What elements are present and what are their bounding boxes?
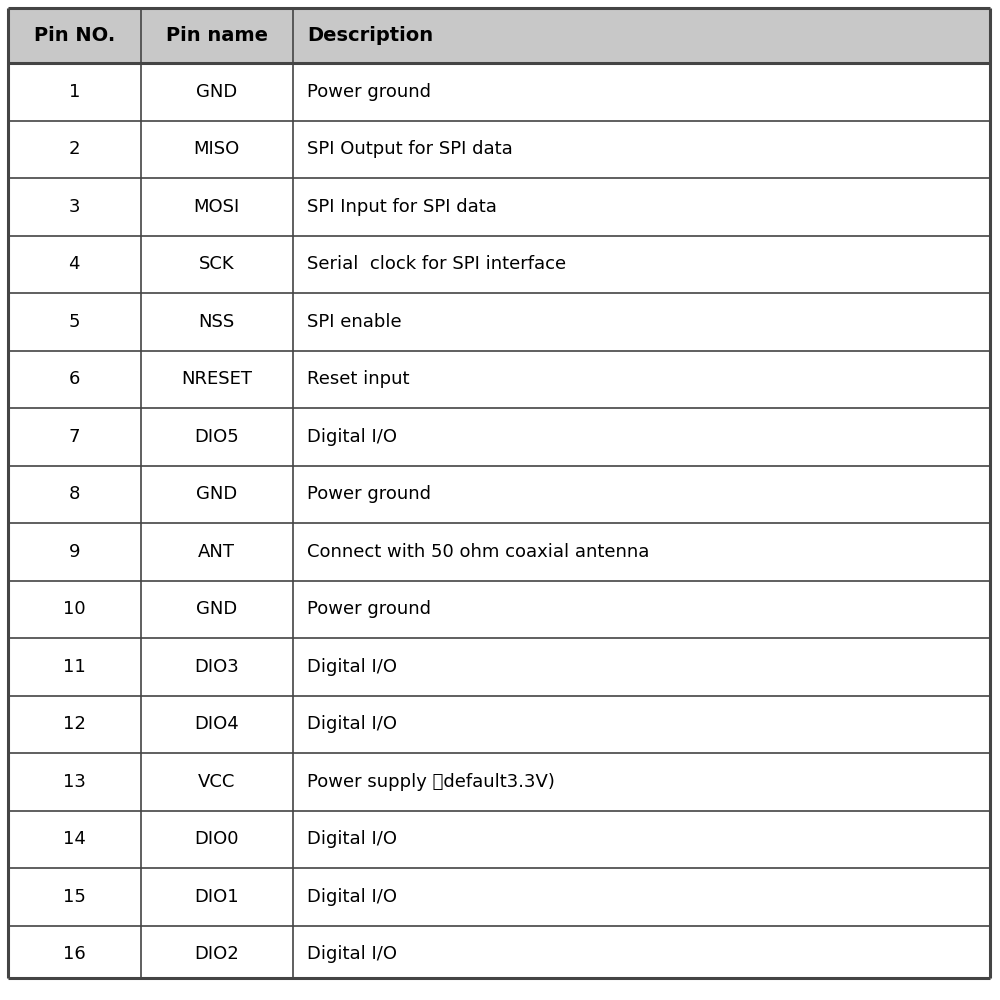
Text: 8: 8 — [69, 485, 80, 503]
Text: GND: GND — [196, 600, 237, 618]
Text: Digital I/O: Digital I/O — [307, 830, 397, 848]
Text: MISO: MISO — [194, 140, 240, 158]
Text: 9: 9 — [69, 543, 80, 561]
Text: 6: 6 — [69, 370, 80, 388]
Text: 14: 14 — [63, 830, 86, 848]
Text: DIO0: DIO0 — [194, 830, 239, 848]
Text: Digital I/O: Digital I/O — [307, 658, 397, 676]
Text: Digital I/O: Digital I/O — [307, 888, 397, 906]
Text: Pin name: Pin name — [166, 26, 268, 45]
Text: 5: 5 — [69, 313, 80, 331]
Text: SPI Output for SPI data: SPI Output for SPI data — [307, 140, 513, 158]
Text: DIO1: DIO1 — [194, 888, 239, 906]
Text: Pin NO.: Pin NO. — [34, 26, 115, 45]
Text: 11: 11 — [63, 658, 86, 676]
Text: ANT: ANT — [198, 543, 235, 561]
Text: SPI enable: SPI enable — [307, 313, 401, 331]
Text: Power ground: Power ground — [307, 600, 431, 618]
Text: SPI Input for SPI data: SPI Input for SPI data — [307, 198, 497, 216]
Text: DIO5: DIO5 — [194, 428, 239, 446]
Text: NRESET: NRESET — [181, 370, 252, 388]
Text: 16: 16 — [63, 945, 86, 963]
Text: DIO4: DIO4 — [194, 715, 239, 733]
Text: DIO2: DIO2 — [194, 945, 239, 963]
Text: Serial  clock for SPI interface: Serial clock for SPI interface — [307, 255, 566, 273]
Text: 4: 4 — [69, 255, 80, 273]
Text: NSS: NSS — [199, 313, 235, 331]
Text: Power ground: Power ground — [307, 83, 431, 101]
Text: 7: 7 — [69, 428, 80, 446]
Text: DIO3: DIO3 — [194, 658, 239, 676]
Text: Description: Description — [307, 26, 433, 45]
Text: SCK: SCK — [199, 255, 234, 273]
Text: Digital I/O: Digital I/O — [307, 945, 397, 963]
Text: Power ground: Power ground — [307, 485, 431, 503]
Text: 1: 1 — [69, 83, 80, 101]
Text: Reset input: Reset input — [307, 370, 409, 388]
Text: 3: 3 — [69, 198, 80, 216]
Text: Digital I/O: Digital I/O — [307, 428, 397, 446]
Text: 15: 15 — [63, 888, 86, 906]
Text: Power supply （default3.3V): Power supply （default3.3V) — [307, 773, 555, 791]
Text: GND: GND — [196, 83, 237, 101]
Text: 10: 10 — [63, 600, 86, 618]
Text: Connect with 50 ohm coaxial antenna: Connect with 50 ohm coaxial antenna — [307, 543, 649, 561]
Text: GND: GND — [196, 485, 237, 503]
Text: 12: 12 — [63, 715, 86, 733]
Text: 2: 2 — [69, 140, 80, 158]
Text: VCC: VCC — [198, 773, 235, 791]
Text: 13: 13 — [63, 773, 86, 791]
Text: MOSI: MOSI — [194, 198, 240, 216]
Text: Digital I/O: Digital I/O — [307, 715, 397, 733]
Bar — [8, 8, 990, 63]
